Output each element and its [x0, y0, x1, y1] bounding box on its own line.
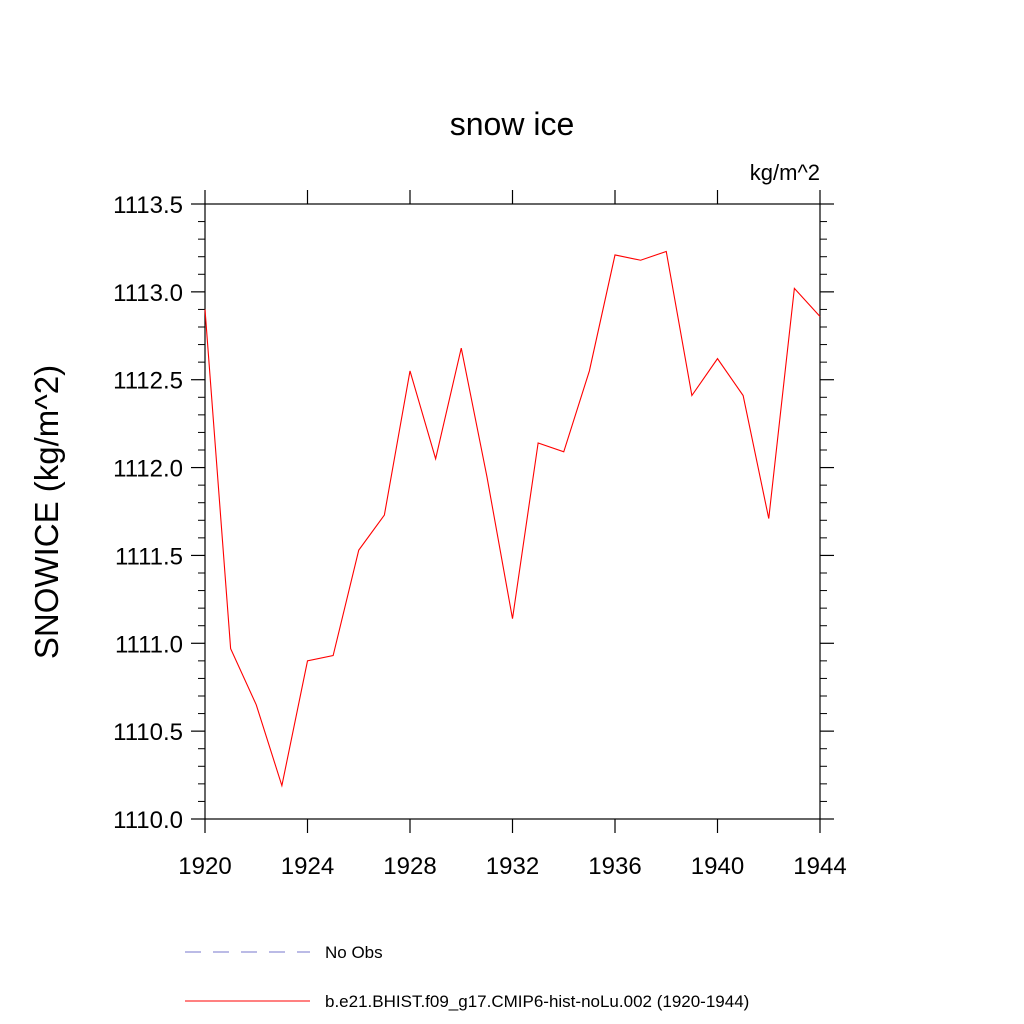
- y-tick-label: 1113.0: [113, 280, 183, 307]
- legend-label-1: No Obs: [325, 943, 383, 962]
- x-tick-label: 1932: [486, 853, 539, 880]
- legend-label-0: b.e21.BHIST.f09_g17.CMIP6-hist-noLu.002 …: [325, 992, 749, 1011]
- plot-area: [204, 250, 821, 788]
- x-tick-label: 1940: [691, 853, 744, 880]
- y-tick-label: 1113.5: [113, 192, 183, 219]
- y-tick-label: 1111.0: [115, 631, 183, 658]
- x-tick-label: 1944: [793, 853, 846, 880]
- x-tick-label: 1920: [178, 853, 231, 880]
- y-tick-label: 1112.0: [113, 456, 183, 483]
- legend: No Obs b.e21.BHIST.f09_g17.CMIP6-hist-noL…: [185, 943, 749, 1011]
- y-tick-label: 1110.5: [113, 719, 183, 746]
- y-tick-label: 1112.5: [113, 368, 183, 395]
- x-tick-label: 1936: [588, 853, 641, 880]
- series-line-0: [204, 250, 821, 788]
- y-axis-label: SNOWICE (kg/m^2): [28, 365, 65, 659]
- y-tick-label: 1111.5: [115, 543, 183, 570]
- axes: 1920 1924 1928 1932 1936 1940 1944 1110.0 1110.5…: [113, 190, 847, 880]
- units-label: kg/m^2: [750, 160, 820, 185]
- chart-title: snow ice: [450, 106, 575, 142]
- x-tick-label: 1928: [383, 853, 436, 880]
- plot-frame: [204, 203, 821, 820]
- x-tick-label: 1924: [281, 853, 334, 880]
- y-tick-label: 1110.0: [113, 807, 183, 834]
